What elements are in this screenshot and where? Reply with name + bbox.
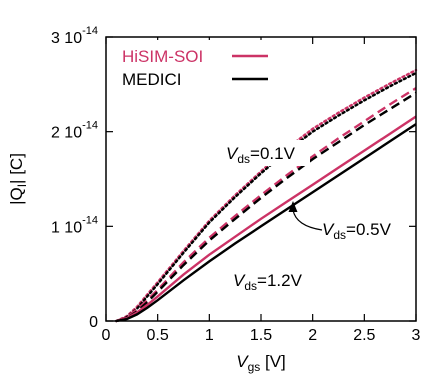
legend-label-hisim: HiSIM-SOI — [122, 47, 203, 66]
x-tick-label: 1 — [205, 327, 214, 344]
y-tick-label: 0 — [89, 314, 98, 331]
series-line-medici-dashed — [115, 91, 417, 323]
y-axis-title-sub: I — [15, 184, 29, 187]
x-axis-title-sub: gs — [248, 360, 261, 374]
annotation-vds-1-2: Vds=1.2V — [233, 271, 303, 293]
x-tick-label: 1.5 — [250, 327, 272, 344]
series-line-medici-solid — [116, 123, 417, 323]
legend-label-medici: MEDICI — [122, 70, 182, 89]
y-tick-label: 2 10-14 — [51, 120, 98, 142]
legend-background — [118, 40, 270, 94]
x-axis-title: Vgs [V] — [236, 352, 286, 374]
annotation-arrow-head — [288, 201, 298, 212]
ticks-layer: 0 0.5 1 1.5 2 2.5 3 0 1 10-14 2 10-14 3 10-14 — [51, 25, 421, 344]
series-line-hisim-soi-solid — [115, 115, 417, 323]
series-line-hisim-soi-dashed — [115, 87, 417, 323]
y-axis-title: |QI| [C] — [7, 153, 29, 205]
x-tick-label: 2 — [308, 327, 317, 344]
series-line-hisim-soi-dotted — [115, 68, 418, 323]
legend: HiSIM-SOI MEDICI — [118, 40, 270, 94]
x-tick-label: 0 — [102, 327, 111, 344]
y-axis-title-unit: | [C] — [7, 153, 26, 184]
y-axis-title-main: |Q — [7, 187, 26, 205]
x-axis-title-main: V — [236, 352, 249, 371]
series-line-medici-dotted — [115, 71, 418, 323]
annotation-vds-0-1: Vds=0.1V — [226, 144, 296, 166]
y-tick-label: 3 10-14 — [51, 25, 98, 47]
annotation-vds01-bg — [224, 140, 310, 166]
x-tick-label: 3 — [412, 327, 421, 344]
y-tick-label: 1 10-14 — [51, 214, 98, 236]
x-axis-title-unit: [V] — [260, 352, 286, 371]
x-tick-label: 0.5 — [147, 327, 169, 344]
x-tick-label: 2.5 — [353, 327, 375, 344]
series-layer — [115, 68, 418, 323]
annotations: Vds=0.1V Vds=0.5V Vds=1.2V — [224, 140, 392, 293]
annotation-vds-0-5: Vds=0.5V — [322, 220, 392, 242]
annotation-arrow-line — [292, 209, 323, 231]
